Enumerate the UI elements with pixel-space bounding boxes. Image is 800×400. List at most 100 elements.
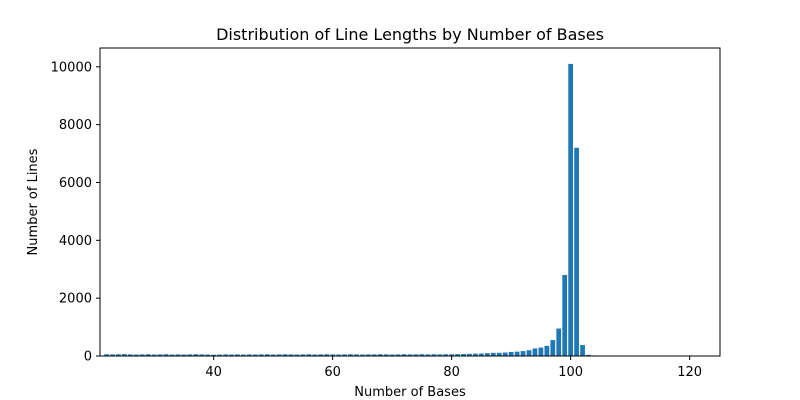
bar-65: [360, 354, 365, 356]
x-tick-label-60: 60: [324, 365, 341, 380]
bar-87: [490, 352, 496, 356]
bar-88: [496, 352, 502, 356]
bar-92: [520, 351, 526, 356]
bar-68: [377, 354, 383, 356]
bar-51: [276, 354, 282, 356]
bar-59: [324, 354, 330, 356]
bar-31: [157, 354, 163, 356]
bar-99: [562, 275, 568, 356]
bar-72: [401, 354, 407, 356]
bar-34: [175, 354, 181, 356]
bar-80: [449, 354, 455, 356]
bar-50: [270, 354, 276, 356]
bar-71: [395, 354, 401, 356]
bar-37: [193, 354, 199, 356]
bar-69: [383, 354, 389, 356]
bar-85: [479, 353, 484, 356]
bar-73: [407, 354, 413, 356]
bar-67: [371, 354, 377, 356]
bar-35: [181, 354, 187, 356]
bar-44: [235, 354, 240, 356]
x-tick-label-120: 120: [677, 365, 702, 380]
bar-46: [246, 354, 252, 356]
bar-60: [330, 354, 336, 356]
bar-53: [288, 354, 294, 356]
bar-56: [306, 354, 312, 356]
bar-74: [413, 354, 419, 356]
bar-96: [544, 345, 550, 356]
bar-83: [467, 353, 472, 356]
bar-100: [568, 63, 574, 356]
bar-77: [431, 354, 437, 356]
bar-93: [526, 350, 532, 356]
chart-title: Distribution of Line Lengths by Number o…: [216, 25, 604, 44]
bar-75: [419, 354, 425, 356]
x-axis-title: Number of Bases: [354, 385, 466, 400]
bar-24: [116, 354, 121, 356]
bar-101: [574, 147, 579, 356]
bar-43: [229, 354, 234, 356]
x-tick-label-40: 40: [205, 365, 222, 380]
bar-42: [223, 354, 228, 356]
bar-27: [133, 354, 139, 356]
x-tick-label-80: 80: [443, 365, 460, 380]
bar-30: [151, 354, 157, 356]
bar-62: [342, 354, 347, 356]
bar-32: [163, 354, 169, 356]
y-tick-label-6000: 6000: [59, 176, 92, 191]
bar-102: [580, 345, 585, 356]
bar-76: [425, 354, 431, 356]
y-tick-label-4000: 4000: [59, 234, 92, 249]
bar-90: [508, 351, 514, 356]
bar-89: [502, 352, 508, 356]
y-tick-label-2000: 2000: [59, 292, 92, 307]
bar-79: [443, 354, 449, 356]
y-tick-label-10000: 10000: [51, 60, 92, 75]
bar-103: [586, 354, 591, 356]
bar-25: [122, 354, 127, 356]
bar-26: [127, 354, 133, 356]
y-axis-title: Number of Lines: [26, 148, 41, 255]
bar-86: [484, 353, 490, 356]
bar-57: [312, 354, 318, 356]
bar-63: [348, 354, 353, 356]
bar-47: [252, 354, 258, 356]
bar-94: [532, 348, 538, 356]
bar-70: [389, 354, 395, 356]
bar-97: [550, 340, 556, 356]
bar-28: [139, 354, 145, 356]
bar-49: [264, 354, 270, 356]
bar-81: [455, 354, 460, 356]
bar-98: [556, 328, 562, 356]
bar-78: [437, 354, 443, 356]
bar-66: [365, 354, 371, 356]
bar-40: [211, 354, 217, 356]
bar-95: [538, 347, 544, 356]
bar-64: [354, 354, 359, 356]
bar-61: [336, 354, 341, 356]
y-tick-label-0: 0: [84, 350, 92, 365]
bar-22: [104, 354, 109, 356]
bar-38: [199, 354, 205, 356]
bar-41: [217, 354, 222, 356]
bar-91: [514, 351, 520, 356]
x-tick-label-100: 100: [558, 365, 583, 380]
bar-39: [205, 354, 211, 356]
y-tick-label-8000: 8000: [59, 118, 92, 133]
y-axis: 0 2000 4000 6000 8000 10000: [51, 60, 100, 365]
bar-29: [145, 354, 151, 356]
bar-82: [461, 353, 466, 356]
plot-frame: [99, 47, 721, 357]
bar-58: [318, 354, 324, 356]
bar-55: [300, 354, 306, 356]
bars-group: [104, 63, 716, 356]
bar-54: [294, 354, 300, 356]
bar-33: [169, 354, 175, 356]
bar-23: [110, 354, 115, 356]
bar-36: [187, 354, 193, 356]
bar-45: [241, 354, 246, 356]
bar-48: [258, 354, 264, 356]
x-axis: 40 60 80 100 120: [205, 356, 702, 380]
bar-52: [282, 354, 288, 356]
